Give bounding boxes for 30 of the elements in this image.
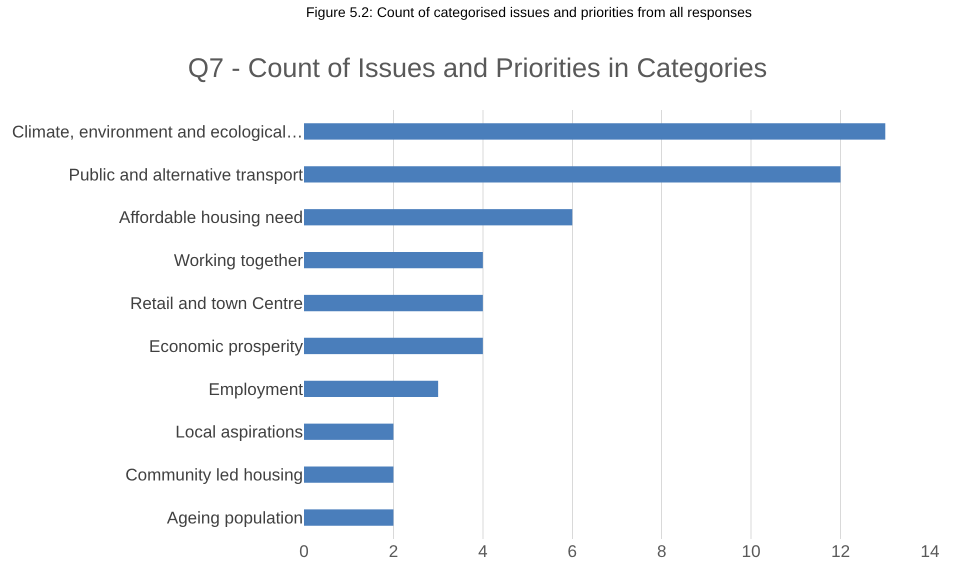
x-tick-label: 14 [920, 542, 940, 561]
x-tick-label: 4 [478, 542, 488, 561]
bar [304, 509, 394, 526]
y-tick-label: Ageing population [166, 508, 303, 528]
bar [304, 166, 841, 182]
bar [304, 209, 572, 226]
chart-title: Q7 - Count of Issues and Priorities in Categories [188, 52, 768, 83]
y-tick-label: Employment [208, 380, 304, 399]
caption: Figure 5.2: Count of categorised issues and priorities from all responses [306, 4, 752, 20]
x-tick-label: 10 [742, 542, 761, 561]
y-tick-label: Local aspirations [175, 422, 303, 442]
x-tick-label: 0 [299, 542, 309, 561]
bar [304, 252, 483, 268]
bar [304, 338, 483, 354]
bar [304, 123, 886, 140]
y-tick-label: Economic prosperity [148, 336, 304, 356]
y-tick-label: Public and alternative transport [68, 165, 304, 184]
bar [304, 294, 483, 312]
y-tick-label: Community led housing [125, 466, 303, 485]
y-tick-label: Climate, environment and ecological… [12, 122, 303, 142]
y-tick-label: Affordable housing need [118, 208, 303, 228]
x-tick-label: 8 [656, 542, 666, 561]
y-tick-label: Working together [174, 251, 304, 270]
bar [304, 466, 394, 483]
bar [304, 424, 394, 440]
x-tick-label: 2 [388, 542, 398, 561]
x-tick-label: 12 [831, 542, 850, 561]
y-tick-label: Retail and town Centre [130, 294, 303, 313]
bar [304, 380, 438, 397]
x-tick-label: 6 [568, 542, 578, 561]
